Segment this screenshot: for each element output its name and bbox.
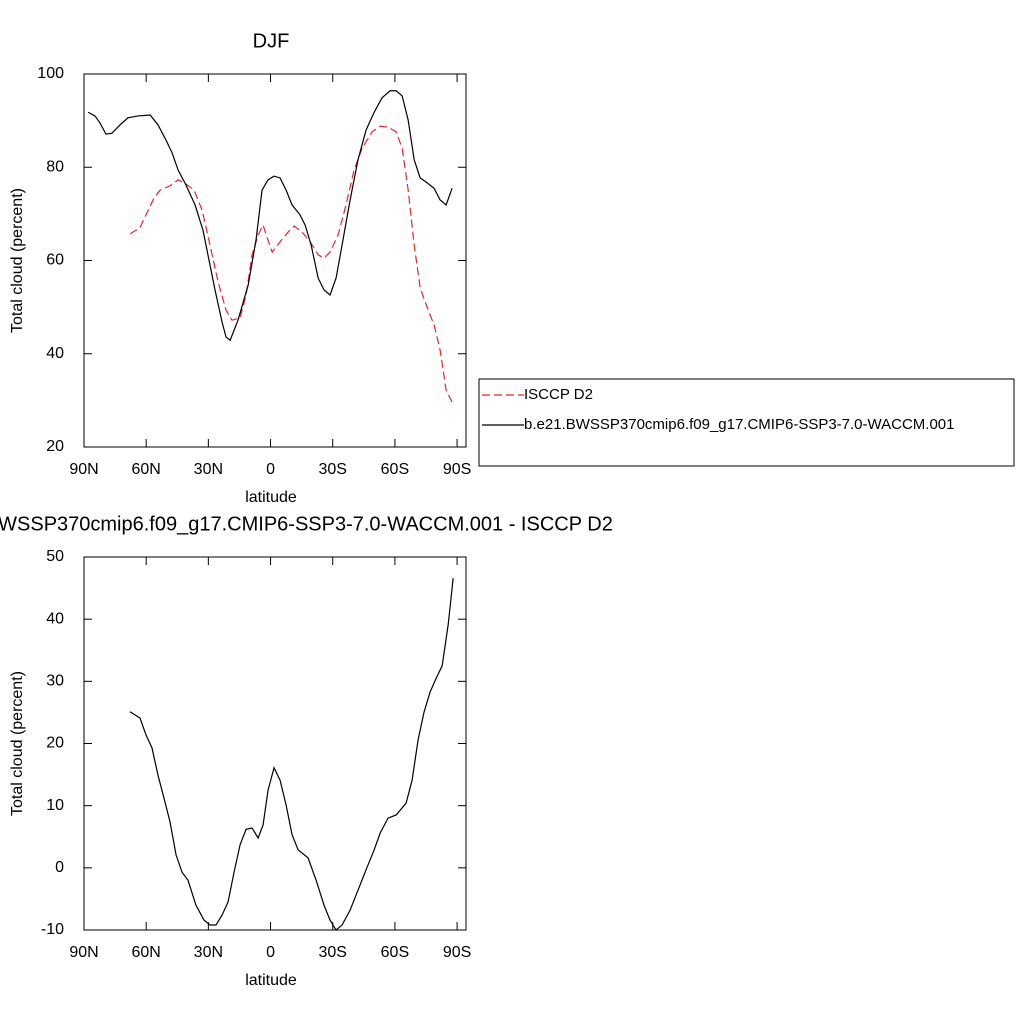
x-tick-label: 30N [194, 461, 223, 478]
y-tick-label: 80 [46, 158, 64, 175]
plot-frame [83, 556, 467, 931]
y-tick-label: 100 [37, 65, 64, 82]
x-tick-label: 30S [318, 461, 346, 478]
x-tick-label: 60S [381, 461, 409, 478]
data-line [87, 90, 453, 342]
y-tick-label: 20 [46, 438, 64, 455]
plot-frame [83, 73, 467, 448]
y-tick-label: 30 [46, 673, 64, 690]
x-tick-label: 90S [443, 944, 471, 961]
x-tick-label: 60N [132, 461, 161, 478]
x-tick-label: 30N [194, 944, 223, 961]
y-tick-label: 60 [46, 252, 64, 269]
y-tick-label: 50 [46, 548, 64, 565]
y-tick-label: 40 [46, 610, 64, 627]
legend-label: b.e21.BWSSP370cmip6.f09_g17.CMIP6-SSP3-7… [524, 416, 954, 433]
x-tick-label: 0 [266, 944, 275, 961]
y-tick-label: 20 [46, 735, 64, 752]
y-axis-label: Total cloud (percent) [9, 188, 26, 333]
x-tick-label: 60N [132, 944, 161, 961]
legend-label: ISCCP D2 [524, 386, 593, 403]
data-line [129, 578, 454, 931]
x-tick-label: 90N [69, 944, 98, 961]
y-tick-label: 0 [55, 859, 64, 876]
legend-box [478, 378, 1015, 467]
y-axis-label: Total cloud (percent) [9, 671, 26, 816]
x-axis-label: latitude [245, 489, 297, 506]
x-tick-label: 0 [266, 461, 275, 478]
x-tick-label: 90S [443, 461, 471, 478]
x-tick-label: 30S [318, 944, 346, 961]
x-axis-label: latitude [245, 972, 297, 989]
y-tick-label: -10 [41, 921, 64, 938]
chart-title: b.e21.BWSSP370cmip6.f09_g17.CMIP6-SSP3-7… [0, 513, 613, 535]
x-tick-label: 90N [69, 461, 98, 478]
data-line [129, 125, 453, 403]
y-tick-label: 40 [46, 345, 64, 362]
y-tick-label: 10 [46, 797, 64, 814]
x-tick-label: 60S [381, 944, 409, 961]
chart-title: DJF [253, 30, 290, 52]
